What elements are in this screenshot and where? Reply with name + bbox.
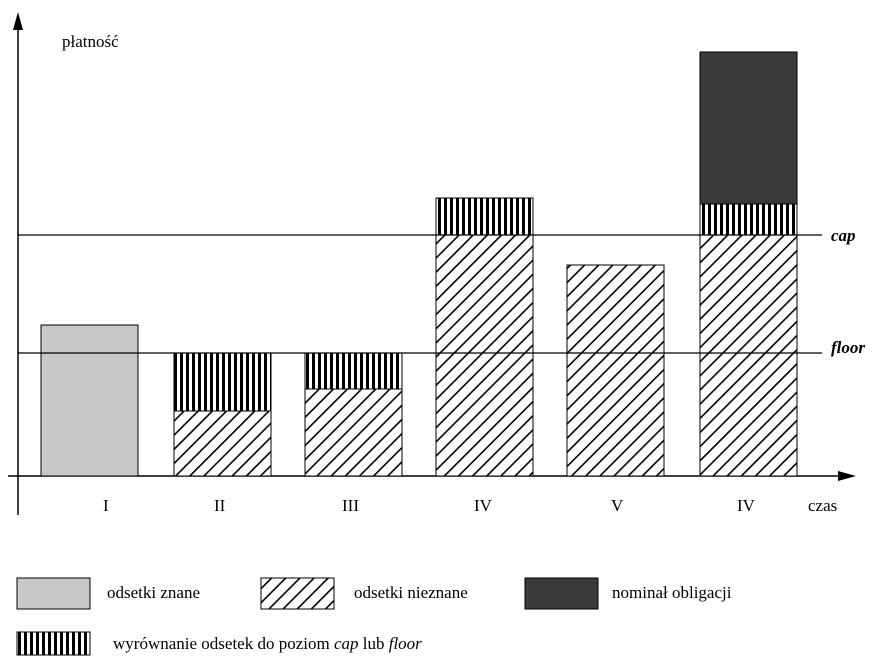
legend-known-swatch xyxy=(16,577,91,610)
bar-I-known-interest xyxy=(40,324,139,477)
legend-unknown-swatch xyxy=(260,577,335,610)
floor-label: floor xyxy=(831,338,865,357)
legend-adjustment-swatch xyxy=(16,631,91,656)
legend-unknown-label: odsetki nieznane xyxy=(354,583,468,602)
period-label: IV xyxy=(474,496,493,515)
period-label: II xyxy=(214,496,226,515)
bar-II-adjustment xyxy=(173,352,272,412)
legend-nominal-swatch xyxy=(524,577,599,610)
bar-III-unknown-interest xyxy=(304,388,403,477)
bar-IV-adjustment xyxy=(435,197,534,236)
bar-last-adjustment xyxy=(699,203,798,236)
legend-adjustment-cap: cap xyxy=(333,634,359,653)
period-label: III xyxy=(342,496,359,515)
legend-adjustment-floor: floor xyxy=(388,634,422,653)
bar-V-unknown-interest xyxy=(566,264,665,477)
legend-adjustment-text: wyrównanie odsetek do poziom xyxy=(113,634,334,653)
period-label: IV xyxy=(737,496,756,515)
bar-II-unknown-interest xyxy=(173,410,272,477)
period-label: V xyxy=(611,496,624,515)
bar-last-nominal xyxy=(699,51,798,205)
x-axis-arrow xyxy=(838,471,856,481)
legend-known-label: odsetki znane xyxy=(107,583,200,602)
period-label: I xyxy=(103,496,109,515)
bar-III-adjustment xyxy=(304,352,403,390)
bar-last-unknown-interest xyxy=(699,234,798,477)
cap-label: cap xyxy=(831,226,856,245)
x-axis-label: czas xyxy=(808,496,837,515)
legend-adjustment-label: wyrównanie odsetek do poziom cap lub flo… xyxy=(113,634,422,654)
y-axis-label: płatność xyxy=(62,32,119,51)
bar-IV-unknown-interest xyxy=(435,234,534,477)
legend-nominal-label: nominał obligacji xyxy=(612,583,732,602)
y-axis-arrow xyxy=(13,12,23,30)
legend-adjustment-or: lub xyxy=(358,634,389,653)
